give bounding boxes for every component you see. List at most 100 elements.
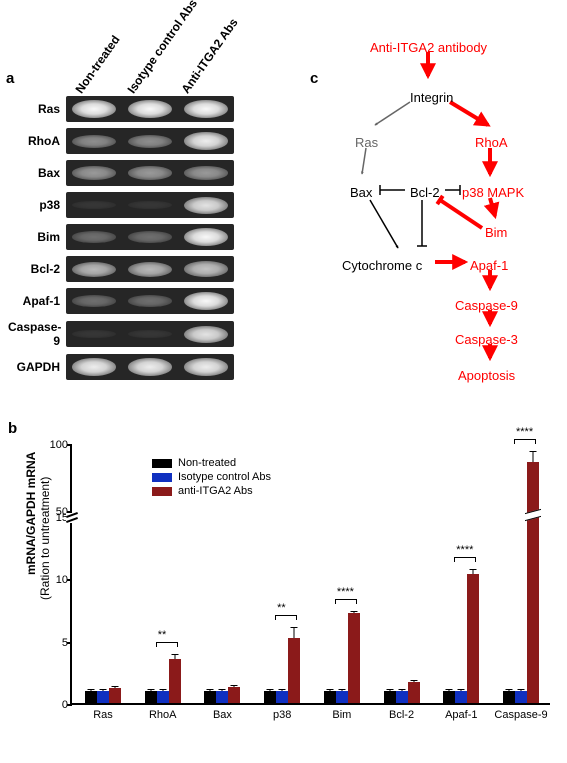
sig-stars: ** — [277, 602, 286, 614]
gel-band — [184, 358, 228, 376]
gel-row-bcl-2: Bcl-2 — [8, 256, 288, 282]
error-bar — [222, 689, 223, 690]
bar — [396, 691, 408, 703]
gel-band — [184, 261, 228, 277]
bar — [336, 691, 348, 703]
gel-row-bim: Bim — [8, 224, 288, 250]
bar — [288, 638, 300, 703]
bar — [515, 691, 527, 703]
bar — [443, 691, 455, 703]
gel-band — [72, 231, 116, 243]
error-bar — [282, 689, 283, 690]
error-bar — [329, 689, 330, 690]
gel-band — [184, 292, 228, 310]
bar — [204, 691, 216, 703]
error-bar — [413, 680, 414, 682]
error-bar — [174, 654, 175, 659]
panel-c: c Anti-ITGA2 antibodyIntegrinRasRhoABaxB… — [300, 10, 560, 410]
gel-band — [72, 100, 116, 118]
node-p38: p38 MAPK — [462, 185, 524, 200]
sig-bracket — [514, 439, 536, 440]
bar-group-p38: p38 — [261, 638, 303, 703]
x-label: Bcl-2 — [389, 709, 414, 721]
legend-item: Non-treated — [152, 457, 271, 469]
bar — [348, 613, 360, 703]
bar — [384, 691, 396, 703]
panel-b-legend: Non-treated Isotype control Abs anti-ITGA2… — [152, 457, 271, 499]
legend-label: anti-ITGA2 Abs — [178, 485, 253, 497]
bar — [216, 691, 228, 703]
panel-b-label: b — [8, 420, 17, 437]
error-bar — [210, 689, 211, 690]
bar-group-bim: Bim — [321, 613, 363, 703]
gel-row-gapdh: GAPDH — [8, 354, 288, 380]
gel-band — [72, 295, 116, 307]
gel-band — [128, 358, 172, 376]
gel-box — [66, 128, 234, 154]
legend-label: Isotype control Abs — [178, 471, 271, 483]
legend-item: Isotype control Abs — [152, 471, 271, 483]
node-ras: Ras — [355, 135, 378, 150]
error-bar — [353, 611, 354, 613]
gel-box — [66, 224, 234, 250]
gel-band — [128, 295, 172, 307]
gel-label: Bax — [8, 166, 66, 180]
gel-band — [184, 100, 228, 118]
error-bar — [162, 689, 163, 690]
error-bar — [533, 451, 534, 462]
panel-b: b mRNA/GAPDH mRNA (Ration to untreatment… — [8, 420, 560, 755]
gel-box — [66, 192, 234, 218]
panel-a: a Non-treatedIsotype control AbsAnti-ITG… — [8, 10, 288, 386]
gel-label: RhoA — [8, 134, 66, 148]
node-apaf: Apaf-1 — [470, 258, 508, 273]
bar — [228, 687, 240, 703]
node-rhoa: RhoA — [475, 135, 508, 150]
bar — [455, 691, 467, 703]
x-label: RhoA — [149, 709, 177, 721]
x-label: Ras — [93, 709, 113, 721]
x-label: Bax — [213, 709, 232, 721]
gel-band — [128, 262, 172, 277]
gel-band — [72, 358, 116, 376]
node-c9: Caspase-9 — [455, 298, 518, 313]
bar — [145, 691, 157, 703]
error-bar — [234, 685, 235, 687]
sig-stars: ** — [158, 629, 167, 641]
bar-group-ras: Ras — [82, 688, 124, 703]
panel-a-col-2: Anti-ITGA2 Abs — [179, 16, 241, 96]
gel-label: Ras — [8, 102, 66, 116]
node-bax: Bax — [350, 185, 372, 200]
gel-band — [128, 231, 172, 243]
sig-stars: **** — [456, 544, 473, 556]
error-bar — [401, 689, 402, 690]
error-bar — [150, 689, 151, 690]
gel-label: Apaf-1 — [8, 294, 66, 308]
legend-item: anti-ITGA2 Abs — [152, 485, 271, 497]
bar-group-caspase-9: Caspase-9 — [500, 462, 542, 703]
ytick-label: 50 — [38, 506, 68, 518]
sig-bracket — [454, 557, 476, 558]
x-label: p38 — [273, 709, 291, 721]
bar — [503, 691, 515, 703]
bar — [157, 691, 169, 703]
error-bar — [449, 689, 450, 690]
node-apop: Apoptosis — [458, 368, 515, 383]
gel-band — [128, 166, 172, 180]
gel-band — [72, 135, 116, 148]
gel-band — [184, 197, 228, 214]
gel-row-bax: Bax — [8, 160, 288, 186]
ytick-label: 100 — [38, 439, 68, 451]
gel-band — [72, 330, 116, 339]
panel-a-column-headers: Non-treatedIsotype control AbsAnti-ITGA2… — [78, 14, 288, 96]
error-bar — [91, 689, 92, 690]
error-bar — [509, 689, 510, 690]
bar — [109, 688, 121, 703]
error-bar — [461, 689, 462, 690]
axis-break — [66, 513, 78, 523]
gel-band — [72, 262, 116, 277]
x-label: Apaf-1 — [445, 709, 477, 721]
gel-band — [184, 132, 228, 150]
gel-band — [184, 326, 228, 343]
gel-band — [128, 201, 172, 210]
gel-label: p38 — [8, 198, 66, 212]
